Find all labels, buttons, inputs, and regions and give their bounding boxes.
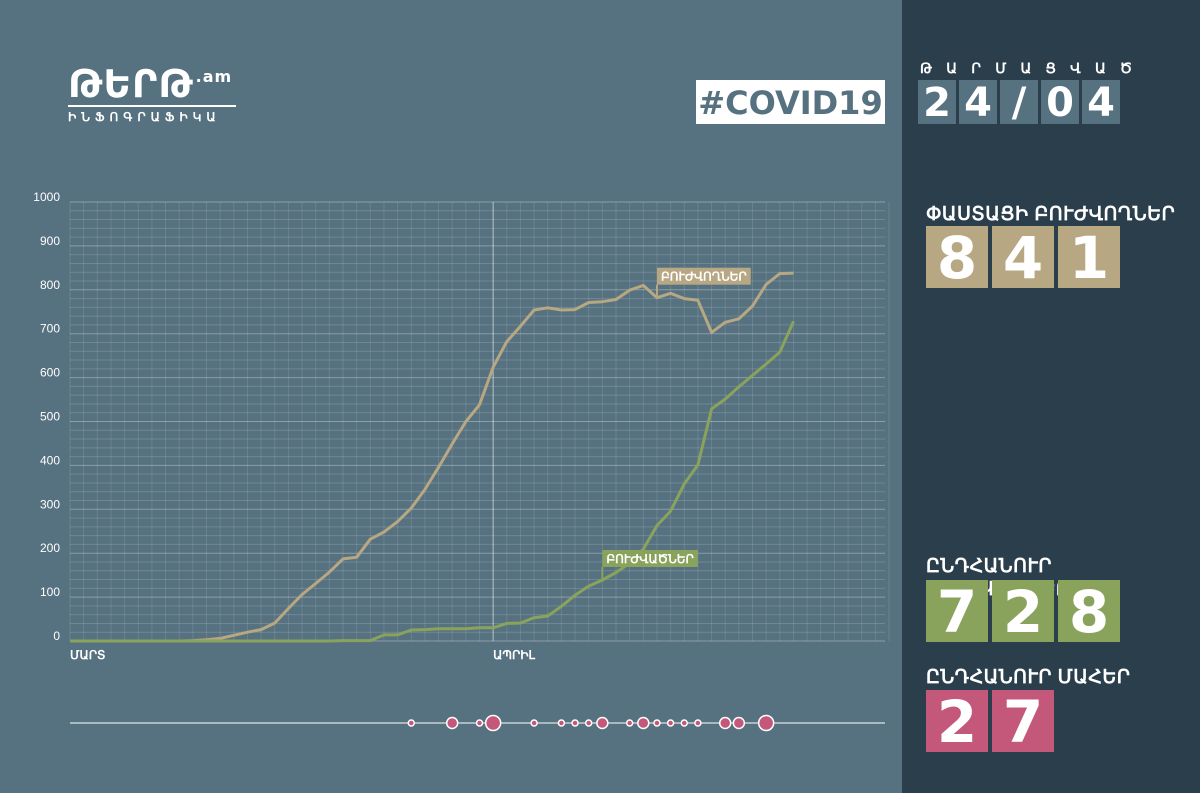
active-digit: 8 [926,226,988,290]
death-marker [718,716,732,730]
deaths-digit: 7 [992,690,1054,754]
date-digit: 4 [1082,80,1120,126]
death-marker [666,719,675,727]
active-cases-label: ՓԱՍՏԱՑԻ ԲՈՒԺՎՈՂՆԵՐ [926,204,1176,225]
death-marker [637,716,650,730]
recovered-digit: 2 [992,580,1054,644]
covid-line-chart: 0 100 200 300 400 500 600 700 800 900 1000 ՄԱՐՏ ԱՊՐԻ… [33,190,890,732]
date-label-letter: Թ [920,60,933,76]
active-digit: 4 [992,226,1054,290]
date-label-letter: Ա [1094,60,1106,76]
series-tag-box [602,549,698,567]
deaths-digit: 2 [926,690,988,754]
chart-panel [0,0,902,793]
death-marker [732,716,746,730]
series-tag-text: ԲՈՒԺՎՈՂՆԵՐ [661,270,747,284]
death-marker [530,719,538,727]
death-marker [653,719,661,727]
month-label: ԱՊՐԻԼ [493,648,535,662]
date-value: 2 4 / 0 4 [918,80,1120,126]
y-tick-label: 100 [40,585,60,599]
death-marker [571,719,579,727]
logo-domain: .am [195,67,233,86]
y-tick-label: 200 [40,541,60,555]
y-tick-label: 0 [53,629,60,643]
date-label-letter: Ա [1020,60,1032,76]
death-marker [757,714,775,732]
date-label-letter: Մ [995,60,1007,76]
deaths-value: 2 7 [926,690,1054,754]
recovered-value: 7 2 8 [926,580,1120,644]
series-tag-text: ԲՈՒԺՎԱԾՆԵՐ [606,552,694,566]
y-tick-label: 400 [40,453,60,467]
date-label: Թ Ա Ր Մ Ա Ց Վ Ա Ծ [920,60,1132,77]
death-marker [445,716,459,730]
date-digit: 0 [1041,80,1079,126]
series-tag-active: ԲՈՒԺՎՈՂՆԵՐ [655,267,751,298]
active-cases-value: 8 4 1 [926,226,1120,290]
date-separator: / [1000,80,1038,126]
death-marker [557,719,566,727]
series-tag-box [656,267,751,285]
death-marker [484,714,502,732]
stats-panel [902,0,1200,793]
date-label-letter: Ց [1045,60,1056,76]
y-tick-label: 900 [40,234,60,248]
date-digit: 2 [918,80,956,126]
death-marker [625,719,634,727]
series-tag-recovered: ԲՈՒԺՎԱԾՆԵՐ [601,549,698,580]
death-marker [596,716,609,730]
date-label-letter: Ծ [1119,60,1132,76]
deaths-label: ԸՆԴՀԱՆՈՒՐ ՄԱՀԵՐ [926,667,1131,688]
date-label-letter: Վ [1070,60,1081,76]
death-marker [680,719,688,727]
date-label-letter: Ր [971,60,981,76]
date-digit: 4 [959,80,997,126]
death-marker [694,719,702,727]
date-label-letter: Ա [946,60,957,76]
logo: ԹԵՐԹ .am ԻՆՖՈԳՐԱՖԻԿԱ [68,65,236,124]
logo-subtitle: ԻՆՖՈԳՐԱՖԻԿԱ [68,105,236,124]
death-marker [407,719,415,727]
month-label: ՄԱՐՏ [70,648,105,662]
y-tick-label: 500 [40,410,60,424]
recovered-digit: 7 [926,580,988,644]
recovered-digit: 8 [1058,580,1120,644]
hashtag-badge: #COVID19 [696,80,885,124]
death-marker [475,719,484,727]
y-tick-label: 300 [40,497,60,511]
active-digit: 1 [1058,226,1120,290]
logo-name: ԹԵՐԹ [68,62,194,106]
y-tick-label: 700 [40,322,60,336]
series-line-recovered [70,320,795,643]
y-tick-label: 1000 [33,190,60,204]
y-tick-label: 600 [40,366,60,380]
death-marker [584,719,593,727]
y-tick-label: 800 [40,278,60,292]
